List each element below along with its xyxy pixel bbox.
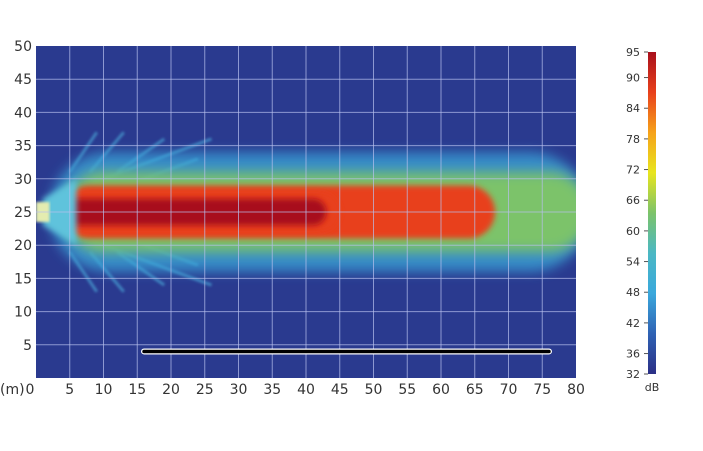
x-tick-label: 0 bbox=[26, 382, 35, 398]
colorbar-tick-label: 90 bbox=[626, 72, 640, 85]
x-tick-label: 65 bbox=[466, 382, 484, 398]
colorbar-tick-label: 48 bbox=[626, 286, 640, 299]
y-tick-label: 35 bbox=[14, 139, 32, 155]
x-tick-label: 20 bbox=[162, 382, 180, 398]
colorbar-tick-label: 54 bbox=[626, 256, 640, 269]
x-tick-label: 75 bbox=[533, 382, 551, 398]
y-tick-label: 20 bbox=[14, 238, 32, 254]
colorbar-tick-label: 42 bbox=[626, 317, 640, 330]
y-axis: 5 10 15 20 25 30 35 40 45 50 bbox=[14, 39, 32, 354]
y-tick-label: 25 bbox=[14, 205, 32, 221]
x-tick-label: 55 bbox=[398, 382, 416, 398]
x-unit-label: (m) bbox=[0, 382, 25, 398]
x-tick-label: 50 bbox=[365, 382, 383, 398]
colorbar-gradient bbox=[648, 52, 656, 374]
x-tick-label: 10 bbox=[95, 382, 113, 398]
colorbar-tick-label: 78 bbox=[626, 133, 640, 146]
colorbar-tick-label: 60 bbox=[626, 225, 640, 238]
x-tick-label: 60 bbox=[432, 382, 450, 398]
colorbar-tick-label: 32 bbox=[626, 368, 640, 381]
colorbar-tick-label: 66 bbox=[626, 194, 640, 207]
x-tick-label: 45 bbox=[331, 382, 349, 398]
colorbar-tick-label: 36 bbox=[626, 348, 640, 361]
x-tick-label: 25 bbox=[196, 382, 214, 398]
y-tick-label: 10 bbox=[14, 305, 32, 321]
colorbar-tick-label: 84 bbox=[626, 102, 640, 115]
x-tick-label: 5 bbox=[65, 382, 74, 398]
x-tick-label: 35 bbox=[263, 382, 281, 398]
y-tick-label: 45 bbox=[14, 72, 32, 88]
x-axis: 0 5 10 15 20 25 30 35 40 45 50 55 60 65 70 75 80 bbox=[26, 382, 585, 398]
y-tick-label: 15 bbox=[14, 271, 32, 287]
y-tick-label: 50 bbox=[14, 39, 32, 55]
x-tick-label: 70 bbox=[500, 382, 518, 398]
y-tick-label: 30 bbox=[14, 172, 32, 188]
colorbar-unit: dB bbox=[645, 381, 660, 394]
colorbar-tick-label: 95 bbox=[626, 46, 640, 59]
x-tick-label: 80 bbox=[567, 382, 585, 398]
x-tick-label: 40 bbox=[297, 382, 315, 398]
x-tick-label: 30 bbox=[230, 382, 248, 398]
y-tick-label: 5 bbox=[23, 338, 32, 354]
plot-area bbox=[36, 46, 576, 378]
colorbar-tick-label: 72 bbox=[626, 164, 640, 177]
x-tick-label: 15 bbox=[128, 382, 146, 398]
y-tick-label: 40 bbox=[14, 105, 32, 121]
colorbar: 32 36 42 48 54 60 66 72 78 84 90 95 bbox=[626, 46, 656, 381]
